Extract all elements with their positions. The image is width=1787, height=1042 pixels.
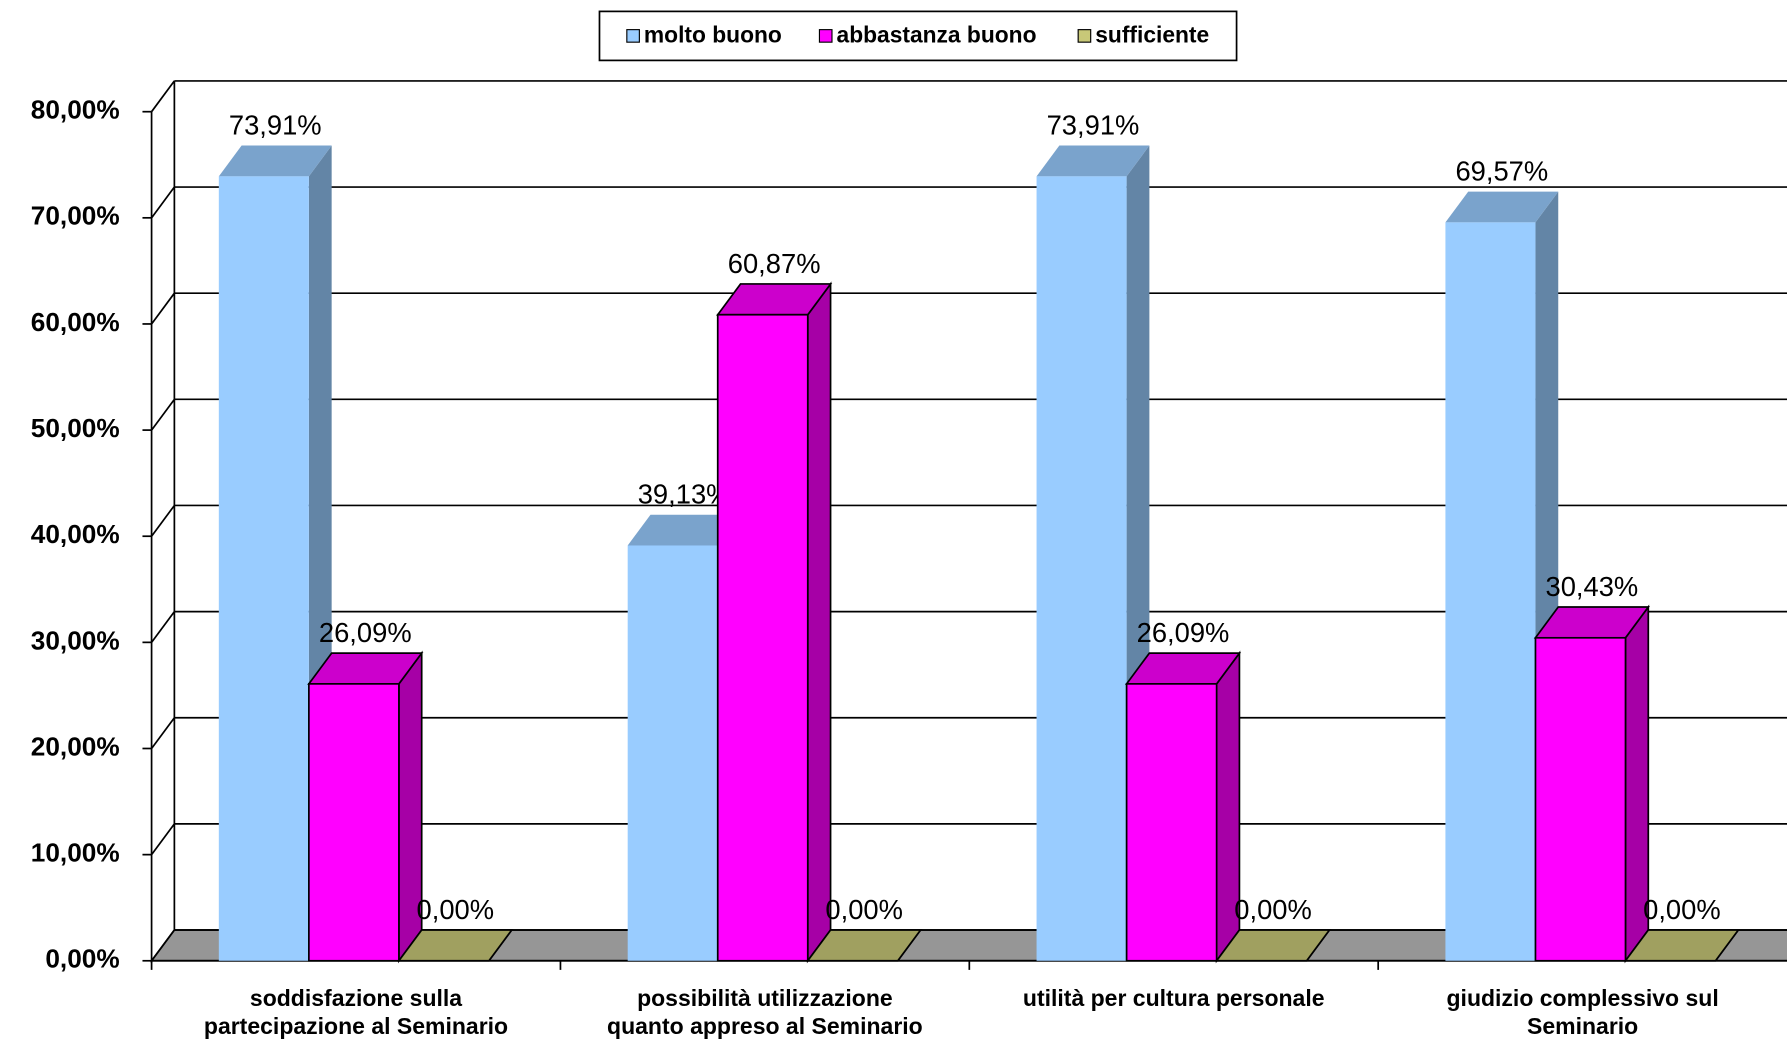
bar-front [627,545,718,961]
y-tick-label: 10,00% [31,838,120,868]
grid-line [150,398,176,431]
grid-line [150,186,176,219]
bar-front [1445,222,1536,961]
data-label: 0,00% [1643,894,1721,925]
plot: 0,00% 10,00% 20,00% 30,00% 40,00% 50,00% 60,00… [31,10,1787,974]
legend-label: abbastanza buono [837,21,1037,47]
bar-top [1623,929,1741,962]
data-label: 69,57% [1455,156,1548,187]
data-label: 0,00% [825,894,903,925]
bar [1533,604,1650,964]
x-tick-label: possibilità utilizzazione quanto appreso… [607,984,923,1039]
grid-line [150,717,176,750]
x-tick-label: utilità per cultura personale [1022,984,1325,1011]
bar-front [218,176,309,961]
bar-top [1214,929,1332,962]
legend-swatch [1077,29,1092,43]
legend: molto buono abbastanza buono sufficiente [598,10,1238,62]
legend-label: molto buono [644,21,782,47]
y-tick-label: 20,00% [31,731,120,761]
x-tick-label: soddisfazione sulla partecipazione al Se… [203,984,509,1039]
data-label: 39,13% [638,479,731,510]
legend-swatch [626,29,640,43]
grid-line [150,504,176,537]
bar [307,650,424,964]
grid-line [150,292,176,325]
bar [716,281,833,964]
bar-top [1445,191,1559,223]
bar [1623,929,1741,962]
data-label: 0,00% [417,894,495,925]
legend-swatch [818,29,833,43]
grid-line [150,929,176,962]
y-tick-label: 30,00% [31,625,120,655]
bar [1214,929,1332,962]
data-label: 26,09% [319,617,412,648]
bar-top [218,145,332,177]
y-tick-label: 50,00% [31,413,120,443]
bar-front [716,313,809,962]
grid-line [150,611,176,643]
bar-top [806,929,923,962]
bar-front [1125,683,1218,962]
bar [627,514,741,961]
bar-front [1036,176,1127,961]
bar-top [1036,145,1150,177]
y-tick-label: 60,00% [31,307,120,337]
data-label: 73,91% [229,110,322,141]
bar-front [308,683,400,962]
bar-front [1534,636,1627,962]
y-tick-label: 0,00% [45,944,119,974]
data-label: 26,09% [1137,617,1230,648]
grid-line [150,823,176,856]
y-tick-label: 70,00% [31,201,120,231]
bar [1124,650,1242,964]
data-label: 0,00% [1234,894,1312,925]
y-tick-label: 40,00% [31,519,120,549]
x-tick-label: giudizio complessivo sul Seminario [1446,984,1719,1039]
grid-line [150,80,176,113]
bar-top [397,929,514,962]
data-label: 60,87% [728,248,821,279]
bar [806,929,923,962]
legend-label: sufficiente [1095,21,1209,47]
bar [397,929,514,962]
y-tick-label: 80,00% [31,95,120,125]
data-label: 73,91% [1047,110,1140,141]
bar-top [627,514,741,546]
legend-box [598,10,1238,62]
bar-side [806,281,832,964]
data-label: 30,43% [1546,571,1639,602]
